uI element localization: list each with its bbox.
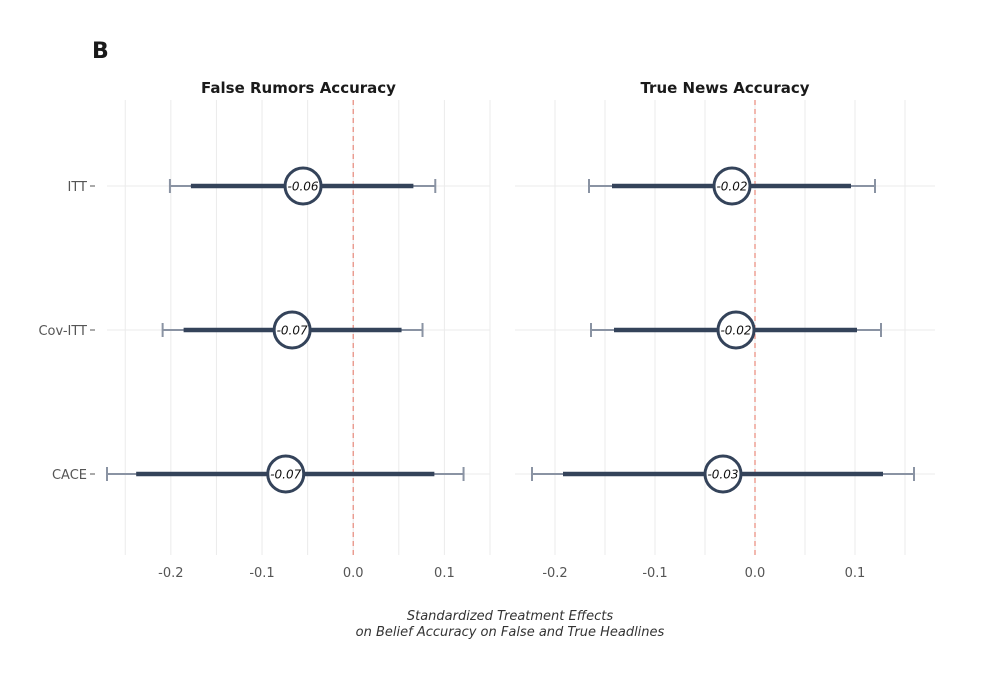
row-label: ITT xyxy=(68,180,88,195)
estimate-label: -0.07 xyxy=(270,468,301,482)
panel-letter: B xyxy=(92,39,109,64)
x-tick-label: -0.1 xyxy=(249,566,274,581)
estimate-label: -0.02 xyxy=(720,324,751,338)
x-tick-label: 0.0 xyxy=(343,566,364,581)
estimate-point xyxy=(716,310,756,350)
estimate-label: -0.02 xyxy=(716,180,747,194)
estimate-point xyxy=(703,454,743,494)
panel-true-news: True News Accuracy -0.2 -0.1 0.0 0.1 -0.02 -0.… xyxy=(515,79,935,581)
x-axis-caption-line1: Standardized Treatment Effects xyxy=(407,609,613,624)
estimate-point xyxy=(283,166,323,206)
x-tick-label: 0.1 xyxy=(434,566,455,581)
estimate-label: -0.03 xyxy=(707,468,738,482)
panel-false-rumors: False Rumors Accuracy -0.2 -0.1 0.0 0.1 ITT -0… xyxy=(38,79,491,581)
estimate-point xyxy=(266,454,306,494)
row-label: Cov-ITT xyxy=(38,324,87,339)
panel-title: False Rumors Accuracy xyxy=(201,79,396,97)
estimate-label: -0.06 xyxy=(288,180,319,194)
estimate-label: -0.07 xyxy=(277,324,308,338)
x-tick-label: 0.1 xyxy=(845,566,866,581)
x-tick-label: -0.2 xyxy=(158,566,183,581)
x-tick-label: 0.0 xyxy=(745,566,766,581)
x-axis-caption-line2: on Belief Accuracy on False and True Hea… xyxy=(356,625,665,640)
estimate-point xyxy=(712,166,752,206)
panel-title: True News Accuracy xyxy=(640,79,809,97)
x-tick-label: -0.2 xyxy=(542,566,567,581)
row-label: CACE xyxy=(52,468,87,483)
x-tick-label: -0.1 xyxy=(642,566,667,581)
estimate-point xyxy=(272,310,312,350)
